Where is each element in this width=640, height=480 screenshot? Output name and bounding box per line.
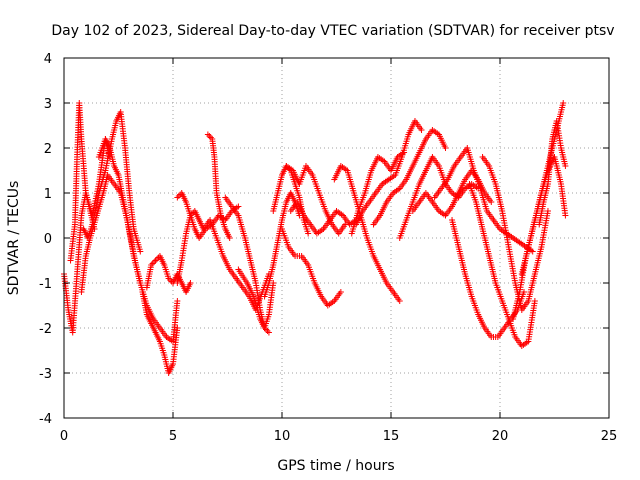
y-tick-label: -1	[39, 277, 52, 292]
data-point	[418, 127, 425, 133]
series-arc-05	[95, 136, 144, 286]
x-tick-label: 0	[60, 429, 68, 444]
series-arc-17	[283, 163, 349, 237]
series-arc-22	[370, 127, 449, 228]
series-arc-08	[174, 208, 207, 286]
y-tick-label: 3	[44, 97, 52, 112]
data-point	[488, 199, 495, 205]
data-point	[562, 163, 569, 169]
data-point	[174, 325, 181, 331]
data-point	[264, 328, 271, 334]
y-tick-label: -3	[39, 367, 52, 382]
series-arc-13	[235, 266, 272, 336]
data-point	[562, 212, 569, 219]
series-arc-06	[139, 289, 181, 376]
y-tick-label: 0	[44, 232, 52, 247]
data-points	[61, 100, 569, 376]
data-point	[206, 133, 213, 139]
series-arc-25	[431, 145, 536, 255]
data-point	[137, 248, 144, 255]
data-point	[560, 100, 567, 106]
series-arc-07	[143, 253, 194, 295]
y-tick-label: 4	[44, 52, 52, 67]
data-point	[442, 145, 449, 151]
y-tick-label: -2	[39, 322, 52, 337]
data-point	[337, 289, 344, 295]
series-arc-23	[396, 154, 482, 241]
data-point	[265, 329, 272, 336]
data-point	[235, 203, 242, 210]
series-arc-21	[353, 118, 425, 228]
data-point	[544, 208, 551, 214]
data-point	[305, 230, 312, 237]
y-axis-label: SDTVAR / TECUs	[6, 181, 22, 296]
series-arc-14	[261, 190, 303, 300]
chart-title: Day 102 of 2023, Sidereal Day-to-day VTE…	[51, 23, 614, 39]
data-point	[151, 259, 158, 265]
grid-lines	[64, 58, 609, 418]
series-arc-16	[279, 226, 344, 309]
data-point	[137, 280, 144, 286]
data-point	[529, 248, 536, 255]
series-arc-10	[204, 131, 233, 241]
data-point	[396, 298, 403, 304]
series-arc-19	[331, 163, 403, 304]
data-point	[154, 256, 161, 262]
x-tick-label: 20	[492, 429, 509, 444]
series-arc-31	[536, 118, 569, 228]
x-tick-label: 10	[274, 429, 291, 444]
data-point	[187, 280, 194, 286]
series-arc-27	[466, 181, 538, 349]
x-axis-label: GPS time / hours	[277, 458, 394, 474]
y-tick-label: -4	[39, 412, 52, 427]
series-arc-12	[222, 194, 277, 331]
series-arc-11	[200, 217, 272, 313]
y-tick-label: 2	[44, 142, 52, 157]
series-arc-03	[80, 109, 144, 255]
x-tick-label: 5	[169, 429, 177, 444]
x-tick-label: 15	[383, 429, 400, 444]
data-point	[204, 131, 211, 138]
data-point	[226, 235, 233, 241]
data-point	[175, 193, 182, 199]
axis-ticks: 0 5 10 15 20 25 -4 -3 -2 -1 0 1 2 3 4	[39, 52, 617, 444]
x-tick-label: 25	[601, 429, 618, 444]
data-point	[152, 257, 159, 264]
series-arc-28	[479, 154, 551, 313]
data-point	[174, 298, 181, 304]
data-point	[174, 194, 181, 201]
data-point	[531, 298, 538, 304]
y-tick-label: 1	[44, 187, 52, 202]
series-arc-15	[270, 163, 312, 237]
